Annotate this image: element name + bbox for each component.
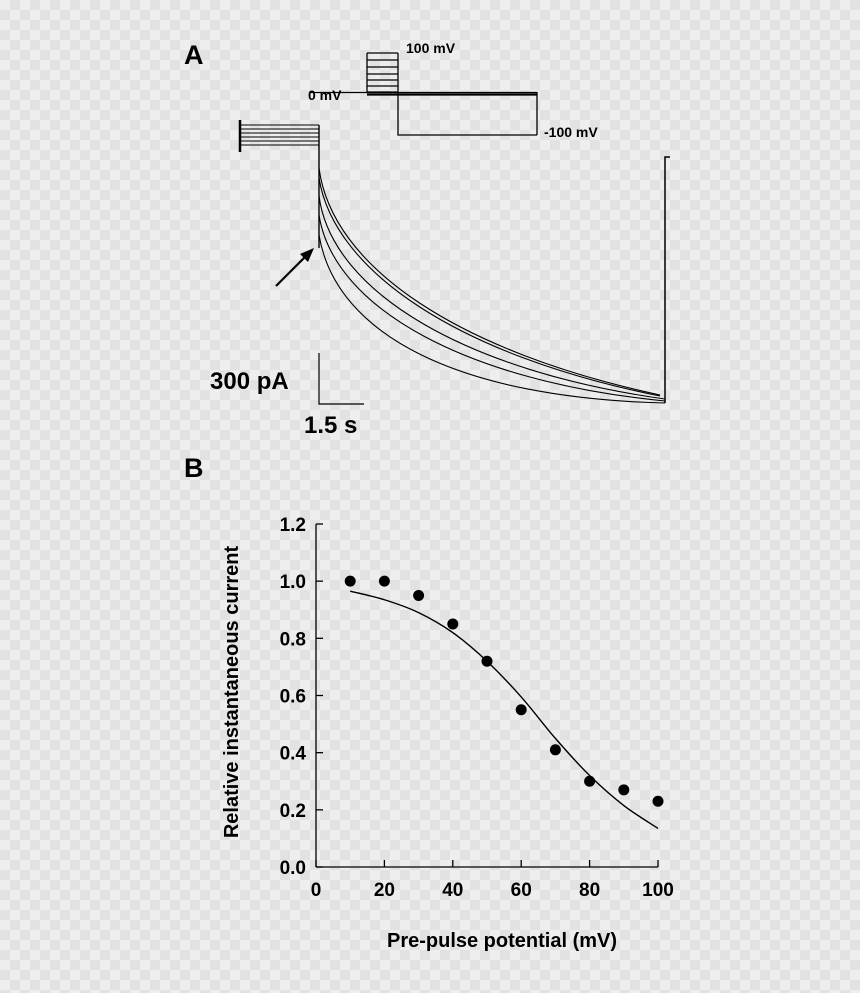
y-tick-label: 1.2 — [280, 515, 306, 536]
x-tick-label: 20 — [374, 880, 395, 901]
data-point — [652, 795, 664, 807]
point-layer — [344, 575, 664, 807]
data-point — [413, 589, 425, 601]
y-tick-label: 0.6 — [280, 687, 306, 708]
data-point — [618, 784, 630, 796]
x-axis-title: Pre-pulse potential (mV) — [387, 930, 617, 952]
y-tick-label: 0.2 — [280, 801, 306, 822]
data-point — [584, 775, 596, 787]
voltage-protocol — [310, 52, 538, 136]
x-ticks: 0 20 40 60 80 100 — [311, 860, 674, 901]
panel-b: B 0.0 0.2 0.4 0.6 0.8 1.0 1.2 0 20 40 60 80 100 Pre… — [184, 453, 674, 952]
data-point — [481, 655, 493, 667]
protocol-label-100mv: 100 mV — [406, 40, 456, 56]
current-trace-4 — [318, 214, 666, 402]
y-axis-title: Relative instantaneous current — [221, 546, 243, 839]
x-tick-label: 40 — [442, 880, 463, 901]
y-tick-label: 1.0 — [280, 572, 306, 593]
y-tick-label: 0.0 — [280, 858, 306, 879]
current-traces — [238, 120, 670, 404]
data-point — [515, 704, 527, 716]
chart: 0.0 0.2 0.4 0.6 0.8 1.0 1.2 0 20 40 60 80 100 — [280, 515, 674, 901]
data-point — [344, 575, 356, 587]
scale-bar — [318, 353, 364, 405]
arrow-up-right-icon — [275, 248, 314, 287]
fit-layer — [350, 590, 659, 829]
protocol-label-minus100mv: -100 mV — [544, 124, 598, 140]
y-tick-label: 0.4 — [280, 744, 307, 765]
data-point — [378, 575, 390, 587]
panel-a-letter: A — [184, 40, 204, 70]
x-tick-label: 0 — [311, 880, 322, 901]
protocol-prepulse-steps — [367, 52, 398, 93]
current-trace-3 — [318, 195, 666, 400]
current-trace-2 — [318, 177, 661, 397]
panel-a: A 100 mV 0 mV -100 mV — [184, 40, 670, 439]
panel-b-letter: B — [184, 453, 204, 483]
y-tick-label: 0.8 — [280, 629, 306, 650]
trace-holding-lines — [240, 124, 319, 146]
x-tick-label: 60 — [511, 880, 532, 901]
trace-tail-return — [664, 156, 670, 403]
x-tick-label: 100 — [642, 880, 674, 901]
scale-bar-time-label: 1.5 s — [304, 412, 357, 439]
current-trace-5 — [318, 234, 666, 404]
y-ticks: 0.0 0.2 0.4 0.6 0.8 1.0 1.2 — [280, 515, 323, 879]
fit-curve — [350, 590, 659, 829]
current-trace-1 — [318, 167, 661, 396]
scale-bar-lines — [318, 353, 364, 405]
scale-bar-current-label: 300 pA — [210, 368, 289, 395]
data-point — [447, 618, 459, 630]
protocol-label-0mv: 0 mV — [308, 87, 342, 103]
x-tick-label: 80 — [579, 880, 600, 901]
data-point — [549, 744, 561, 756]
